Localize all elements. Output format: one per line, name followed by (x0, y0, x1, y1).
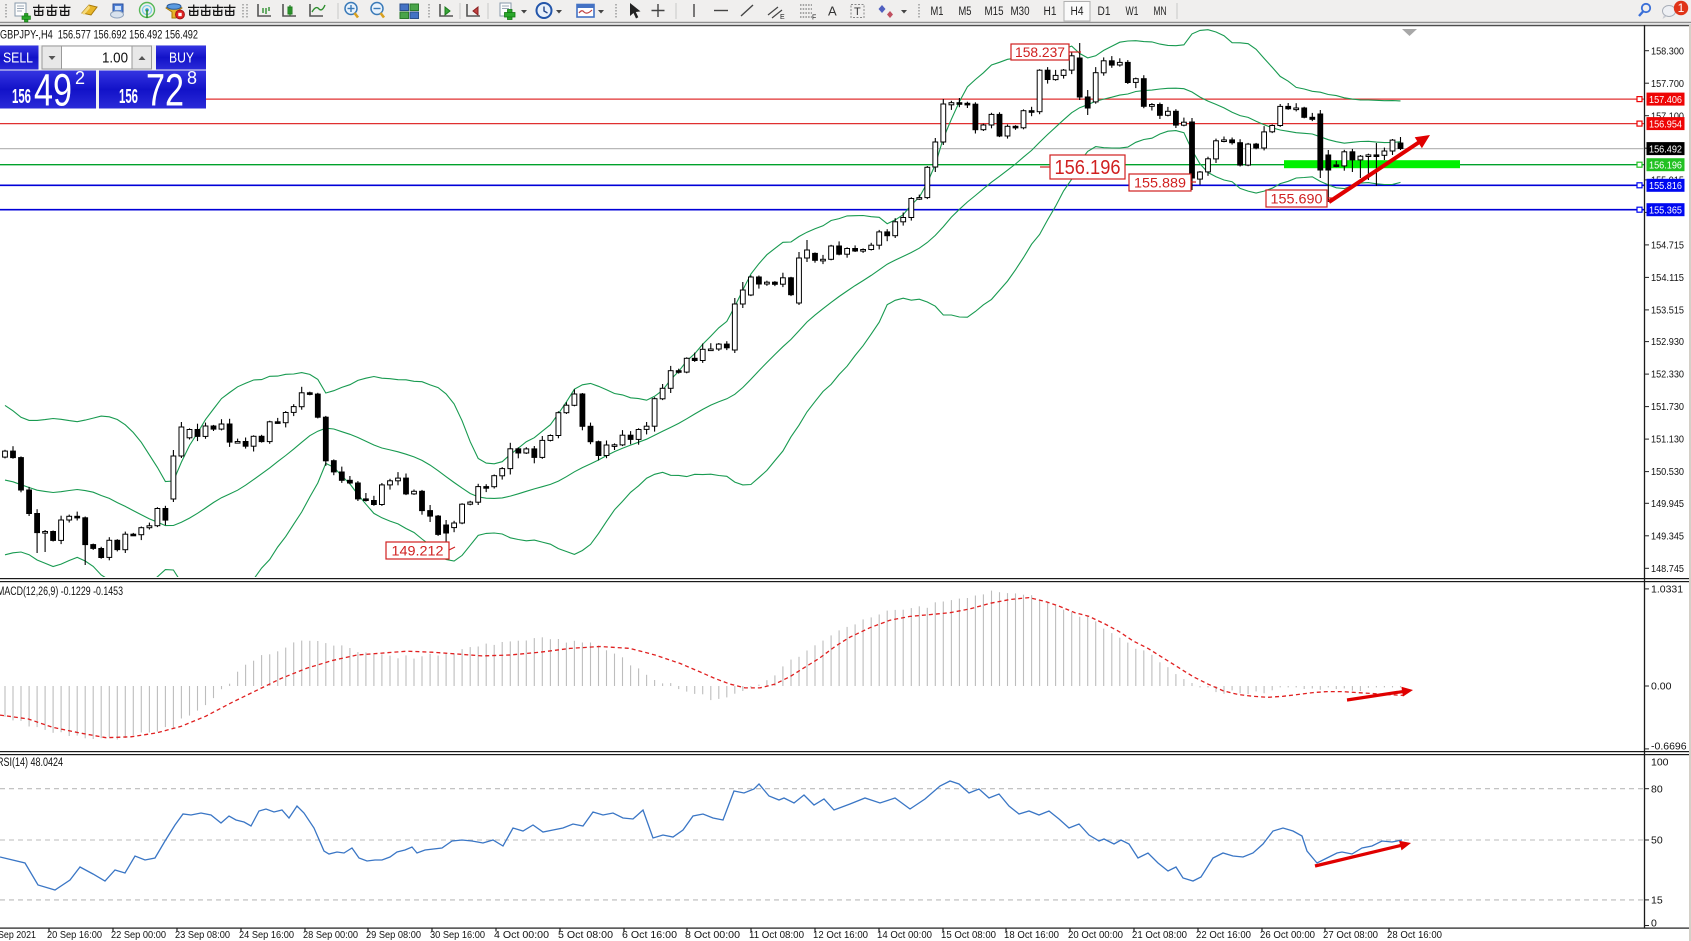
svg-text:155.690: 155.690 (1271, 191, 1323, 206)
svg-text:156.492: 156.492 (1649, 143, 1682, 155)
svg-text:24 Sep 16:00: 24 Sep 16:00 (239, 929, 294, 941)
svg-text:M5: M5 (959, 6, 972, 18)
svg-text:8 Oct 00:00: 8 Oct 00:00 (685, 929, 740, 941)
svg-text:28 Oct 16:00: 28 Oct 16:00 (1387, 929, 1442, 941)
svg-text:GBPJPY-,H4 156.577 156.692 15: GBPJPY-,H4 156.577 156.692 156.492 156.4… (0, 30, 198, 42)
svg-text:Sep 2021: Sep 2021 (0, 929, 36, 941)
svg-text:SELL: SELL (3, 51, 33, 67)
svg-text:MACD(12,26,9) -0.1229 -0.1453: MACD(12,26,9) -0.1229 -0.1453 (0, 586, 123, 598)
svg-text:0.00: 0.00 (1651, 681, 1672, 693)
svg-text:H1: H1 (1044, 6, 1057, 18)
svg-text:F: F (812, 15, 816, 22)
svg-text:5 Oct 08:00: 5 Oct 08:00 (558, 929, 613, 941)
svg-text:4 Oct 00:00: 4 Oct 00:00 (494, 929, 549, 941)
svg-text:29 Sep 08:00: 29 Sep 08:00 (366, 929, 421, 941)
svg-text:156: 156 (12, 86, 31, 108)
svg-text:20 Sep 16:00: 20 Sep 16:00 (47, 929, 102, 941)
svg-text:149.345: 149.345 (1651, 530, 1684, 542)
svg-text:152.330: 152.330 (1651, 369, 1684, 381)
svg-text:156.196: 156.196 (1055, 157, 1121, 179)
svg-text:149.945: 149.945 (1651, 498, 1684, 510)
svg-text:11 Oct 08:00: 11 Oct 08:00 (749, 929, 804, 941)
svg-text:151.130: 151.130 (1651, 434, 1684, 446)
svg-text:1: 1 (1678, 1, 1685, 15)
svg-text:154.715: 154.715 (1651, 240, 1684, 252)
svg-text:23 Sep 08:00: 23 Sep 08:00 (175, 929, 230, 941)
svg-text:72: 72 (146, 65, 184, 116)
svg-text:153.515: 153.515 (1651, 305, 1684, 317)
svg-text:50: 50 (1651, 835, 1663, 847)
svg-text:150.530: 150.530 (1651, 466, 1684, 478)
svg-text:MN: MN (1154, 6, 1167, 18)
svg-text:148.745: 148.745 (1651, 563, 1684, 575)
svg-text:20 Oct 00:00: 20 Oct 00:00 (1068, 929, 1123, 941)
svg-text:A: A (828, 4, 837, 19)
svg-text:18 Oct 16:00: 18 Oct 16:00 (1004, 929, 1059, 941)
svg-text:80: 80 (1651, 783, 1663, 795)
svg-text:157.700: 157.700 (1651, 78, 1684, 90)
svg-text:15: 15 (1651, 895, 1663, 907)
svg-text:RSI(14) 48.0424: RSI(14) 48.0424 (0, 757, 63, 769)
svg-text:W1: W1 (1126, 6, 1139, 18)
svg-text:1.0331: 1.0331 (1651, 584, 1683, 596)
svg-text:151.730: 151.730 (1651, 401, 1684, 413)
svg-text:15 Oct 08:00: 15 Oct 08:00 (941, 929, 996, 941)
svg-text:152.930: 152.930 (1651, 336, 1684, 348)
svg-text:100: 100 (1651, 757, 1669, 769)
svg-text:2: 2 (75, 68, 85, 88)
svg-text:28 Sep 00:00: 28 Sep 00:00 (303, 929, 358, 941)
svg-text:22 Oct 16:00: 22 Oct 16:00 (1196, 929, 1251, 941)
svg-text:M1: M1 (931, 6, 944, 18)
svg-text:149.212: 149.212 (392, 543, 444, 558)
svg-text:6 Oct 16:00: 6 Oct 16:00 (622, 929, 677, 941)
svg-text:26 Oct 00:00: 26 Oct 00:00 (1260, 929, 1315, 941)
svg-text:21 Oct 08:00: 21 Oct 08:00 (1132, 929, 1187, 941)
svg-text:158.237: 158.237 (1015, 45, 1065, 60)
svg-text:14 Oct 00:00: 14 Oct 00:00 (877, 929, 932, 941)
svg-text:49: 49 (34, 65, 72, 116)
svg-text:D1: D1 (1098, 6, 1111, 18)
svg-text:155.889: 155.889 (1134, 175, 1186, 190)
svg-text:158.300: 158.300 (1651, 45, 1684, 57)
svg-text:154.115: 154.115 (1651, 272, 1684, 284)
svg-text:12 Oct 16:00: 12 Oct 16:00 (813, 929, 868, 941)
svg-text:157.406: 157.406 (1649, 94, 1682, 106)
svg-text:-0.6696: -0.6696 (1651, 741, 1687, 753)
svg-text:M30: M30 (1011, 6, 1030, 18)
svg-text:156.954: 156.954 (1649, 118, 1682, 130)
svg-text:22 Sep 00:00: 22 Sep 00:00 (111, 929, 166, 941)
svg-text:T: T (854, 6, 861, 18)
svg-text:30 Sep 16:00: 30 Sep 16:00 (430, 929, 485, 941)
svg-text:155.816: 155.816 (1649, 180, 1682, 192)
svg-text:H4: H4 (1071, 6, 1085, 18)
svg-text:27 Oct 08:00: 27 Oct 08:00 (1323, 929, 1378, 941)
svg-text:155.365: 155.365 (1649, 205, 1682, 217)
svg-text:156.196: 156.196 (1649, 160, 1682, 172)
svg-text:E: E (780, 14, 785, 21)
svg-text:M15: M15 (985, 6, 1004, 18)
svg-text:0: 0 (1651, 918, 1657, 930)
svg-text:1.00: 1.00 (102, 50, 128, 67)
svg-text:156: 156 (119, 86, 138, 108)
svg-text:8: 8 (187, 68, 197, 88)
svg-text:BUY: BUY (169, 51, 194, 67)
